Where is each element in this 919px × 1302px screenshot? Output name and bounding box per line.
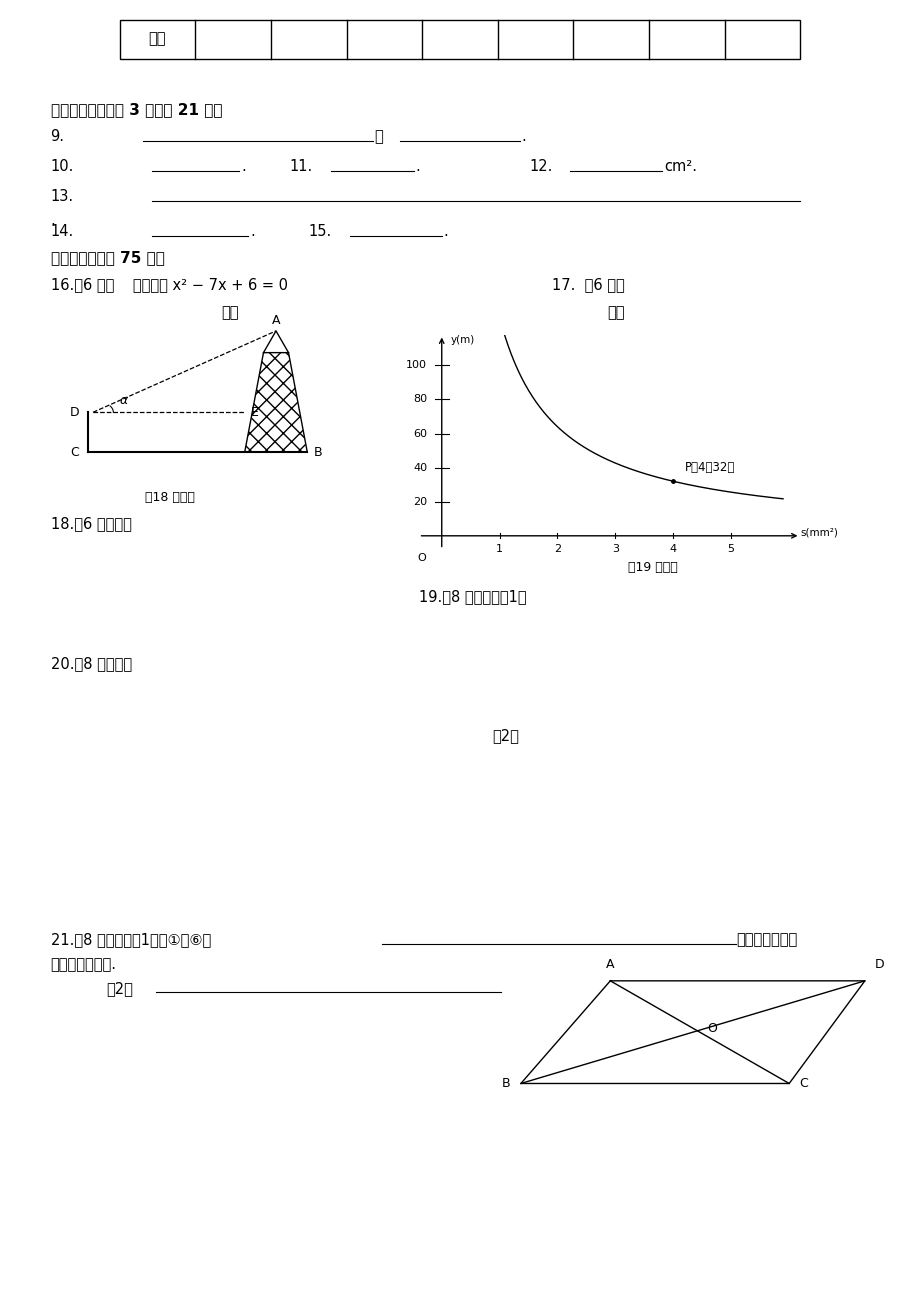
- Text: O: O: [416, 553, 425, 562]
- Text: 二、填空题（每题 3 分，共 21 分）: 二、填空题（每题 3 分，共 21 分）: [51, 102, 221, 117]
- Text: y(m): y(m): [450, 335, 474, 345]
- Text: 19.（8 分）解：（1）: 19.（8 分）解：（1）: [418, 589, 526, 604]
- Text: ；: ；: [374, 129, 383, 145]
- Text: 80: 80: [413, 395, 426, 405]
- Text: 11.: 11.: [289, 159, 312, 174]
- Text: 上再写出两种）.: 上再写出两种）.: [51, 957, 117, 973]
- Polygon shape: [244, 353, 307, 452]
- Text: E: E: [251, 406, 258, 419]
- Text: （2）: （2）: [492, 728, 518, 743]
- Text: 40: 40: [413, 462, 426, 473]
- Text: 答案: 答案: [149, 31, 166, 47]
- Text: O: O: [707, 1022, 717, 1035]
- Text: 9.: 9.: [51, 129, 64, 145]
- Bar: [119, 20, 800, 59]
- Text: .: .: [415, 159, 420, 174]
- Text: D: D: [69, 406, 79, 419]
- Text: （2）: （2）: [106, 980, 132, 996]
- Text: 20: 20: [413, 496, 426, 506]
- Text: .: .: [250, 224, 255, 240]
- Text: P（4，32）: P（4，32）: [684, 461, 734, 474]
- Text: cm².: cm².: [664, 159, 697, 174]
- Text: 3: 3: [611, 544, 618, 555]
- Text: 13.: 13.: [51, 189, 74, 204]
- Text: 三、解答题（共 75 分）: 三、解答题（共 75 分）: [51, 250, 165, 266]
- Text: 4: 4: [669, 544, 676, 555]
- Text: 17.  （6 分）: 17. （6 分）: [551, 277, 624, 293]
- Text: 20.（8 分）解：: 20.（8 分）解：: [51, 656, 131, 672]
- Text: 。（直接在横线: 。（直接在横线: [735, 932, 797, 948]
- Text: A: A: [606, 958, 614, 971]
- Text: C: C: [70, 445, 79, 458]
- Text: 解：: 解：: [221, 305, 238, 320]
- Text: 5: 5: [727, 544, 733, 555]
- Text: （19 题图）: （19 题图）: [628, 561, 677, 574]
- Text: D: D: [874, 958, 884, 971]
- Text: 100: 100: [406, 361, 426, 370]
- Text: s(mm²): s(mm²): [800, 527, 837, 538]
- Text: .: .: [443, 224, 448, 240]
- Text: .: .: [521, 129, 526, 145]
- Text: 10.: 10.: [51, 159, 74, 174]
- Text: B: B: [502, 1077, 510, 1090]
- Text: .: .: [51, 212, 55, 228]
- Text: 18.（6 分）解：: 18.（6 分）解：: [51, 516, 131, 531]
- Text: 2: 2: [553, 544, 561, 555]
- Text: （18 题图）: （18 题图）: [145, 491, 195, 504]
- Text: 解：: 解：: [607, 305, 624, 320]
- Text: A: A: [271, 314, 280, 327]
- Text: 60: 60: [413, 428, 426, 439]
- Text: 1: 1: [495, 544, 503, 555]
- Text: α: α: [119, 395, 128, 406]
- Text: 21.（8 分）解：（1）如①与⑥、: 21.（8 分）解：（1）如①与⑥、: [51, 932, 210, 948]
- Text: 14.: 14.: [51, 224, 74, 240]
- Text: 12.: 12.: [528, 159, 551, 174]
- Text: .: .: [241, 159, 245, 174]
- Text: 15.: 15.: [308, 224, 331, 240]
- Text: C: C: [799, 1077, 808, 1090]
- Text: B: B: [313, 445, 322, 458]
- Text: 16.（6 分）    解方程： x² − 7x + 6 = 0: 16.（6 分） 解方程： x² − 7x + 6 = 0: [51, 277, 288, 293]
